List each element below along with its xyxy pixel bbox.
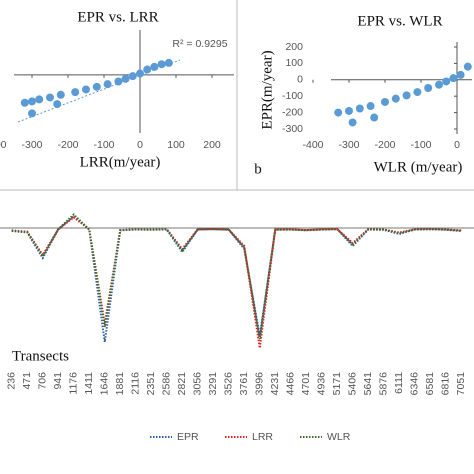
point (413, 88, 422, 97)
y-tick-label: -300 (282, 123, 303, 135)
x-tick-label: 3761 (238, 372, 250, 396)
point (82, 85, 90, 94)
point (56, 90, 65, 99)
x-tick-label: 2351 (145, 372, 157, 396)
x-tick-label: 706 (37, 372, 49, 390)
point (143, 65, 152, 74)
x-tick-label: 941 (52, 372, 64, 390)
point (92, 82, 101, 91)
x-tick-label: 4936 (316, 372, 328, 396)
x-tick-label: 236 (6, 372, 18, 390)
point (463, 62, 472, 71)
point (114, 77, 123, 86)
x-tick-label: 4701 (300, 372, 312, 396)
point (157, 60, 166, 69)
x-tick-label: 6346 (409, 372, 421, 396)
x-tick-label: 3291 (207, 372, 219, 396)
point (103, 80, 112, 89)
x-tick-label: 7051 (455, 372, 467, 396)
x-tick-label: 2586 (161, 372, 173, 396)
x-tick-label: -300 (21, 139, 42, 151)
series-line (11, 213, 462, 340)
x-tick-label: -400 (302, 139, 323, 151)
x-tick-label: -300 (338, 139, 359, 151)
x-tick-label: 0 (454, 139, 460, 151)
x-tick-label: 3056 (192, 372, 204, 396)
point (435, 80, 443, 89)
x-tick-label: 5406 (347, 372, 359, 396)
point (348, 118, 357, 127)
y-tick-label: -100 (282, 90, 303, 102)
legend-label: EPR (177, 431, 199, 443)
chart-title: EPR vs. WLR (357, 13, 442, 29)
x-tick-label: -100 (410, 139, 431, 151)
point (28, 109, 36, 118)
x-tick-label: 4466 (285, 372, 297, 396)
x-tick-label: 6581 (424, 372, 436, 396)
point (381, 97, 389, 106)
x-tick-label: 3526 (223, 372, 235, 396)
x-tick-label: 2116 (130, 372, 142, 395)
x-tick-label: -200 (57, 139, 78, 151)
x-tick-label: 5171 (331, 372, 343, 396)
point (46, 93, 54, 102)
y-tick-label: 0 (297, 74, 303, 86)
point (20, 98, 29, 107)
x-tick-label: -100 (93, 139, 114, 151)
point (164, 58, 173, 67)
y-tick-label: 100 (285, 57, 303, 69)
point (355, 104, 364, 113)
point (121, 74, 130, 83)
x-tick-label: 0 (137, 139, 143, 151)
x-tick-label: 5641 (362, 372, 374, 396)
x-tick-label: 200 (203, 139, 221, 151)
x-axis-label: LRR(m/year) (80, 154, 161, 170)
x-tick-label: 1411 (83, 372, 95, 395)
point (424, 84, 433, 92)
point (391, 94, 400, 103)
point (370, 113, 379, 122)
point (128, 72, 137, 81)
x-tick-label: 1881 (114, 372, 126, 396)
point (71, 88, 80, 97)
point (53, 100, 62, 109)
x-tick-label: 6111 (393, 372, 405, 394)
y-tick-label: -200 (282, 106, 303, 118)
x-axis-label: WLR (m/year) (374, 159, 463, 175)
annotation: R² = 0.9295 (172, 38, 227, 50)
point (449, 74, 458, 83)
x-tick-label: 3996 (254, 372, 266, 396)
point (334, 108, 343, 117)
x-tick-label: 4231 (269, 372, 281, 396)
point (35, 95, 44, 104)
point (28, 97, 36, 106)
x-tick-label: 2821 (176, 372, 188, 396)
point (442, 77, 451, 86)
panel-label: b (254, 161, 262, 177)
point (345, 106, 353, 115)
y-axis-label: EPR(m/year) (259, 50, 275, 129)
x-tick-label: -400 (0, 139, 7, 151)
x-tick-label: 100 (167, 139, 185, 151)
legend-label: LRR (252, 431, 273, 443)
x-tick-label: 6816 (440, 372, 452, 396)
x-tick-label: 1646 (99, 372, 111, 396)
point (402, 91, 411, 100)
x-tick-label: 1176 (68, 372, 80, 395)
chart-title: EPR vs. LRR (77, 9, 158, 25)
point (150, 62, 159, 71)
x-tick-label: 5876 (378, 372, 390, 396)
x-tick-label: 471 (21, 372, 33, 390)
y-tick-label: 200 (285, 41, 303, 53)
point (136, 69, 144, 78)
x-axis-label: Transects (12, 348, 69, 364)
point (456, 70, 465, 79)
x-tick-label: -200 (374, 139, 395, 151)
point (366, 102, 375, 111)
legend-label: WLR (327, 431, 351, 443)
